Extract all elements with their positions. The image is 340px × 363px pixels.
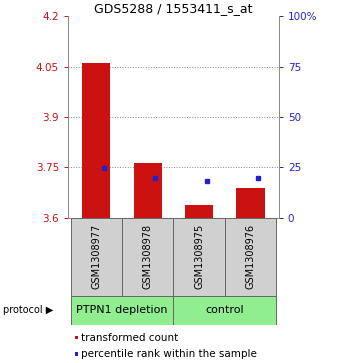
Text: GSM1308977: GSM1308977 bbox=[91, 224, 101, 289]
Text: GSM1308975: GSM1308975 bbox=[194, 224, 204, 289]
Text: control: control bbox=[205, 305, 244, 315]
Text: protocol ▶: protocol ▶ bbox=[3, 305, 54, 315]
Bar bbox=[225, 218, 276, 296]
Text: GSM1308976: GSM1308976 bbox=[245, 224, 256, 289]
Bar bbox=[185, 205, 213, 218]
Text: transformed count: transformed count bbox=[82, 333, 179, 343]
Bar bbox=[134, 163, 162, 218]
Bar bbox=[71, 218, 122, 296]
Text: PTPN1 depletion: PTPN1 depletion bbox=[76, 305, 168, 315]
Text: percentile rank within the sample: percentile rank within the sample bbox=[82, 349, 257, 359]
Bar bbox=[82, 63, 110, 218]
Title: GDS5288 / 1553411_s_at: GDS5288 / 1553411_s_at bbox=[94, 2, 253, 15]
Bar bbox=[236, 188, 265, 218]
Bar bbox=[71, 296, 173, 325]
Bar bbox=[122, 218, 173, 296]
Bar bbox=[173, 218, 225, 296]
Bar bbox=[173, 296, 276, 325]
Text: GSM1308978: GSM1308978 bbox=[143, 224, 153, 289]
